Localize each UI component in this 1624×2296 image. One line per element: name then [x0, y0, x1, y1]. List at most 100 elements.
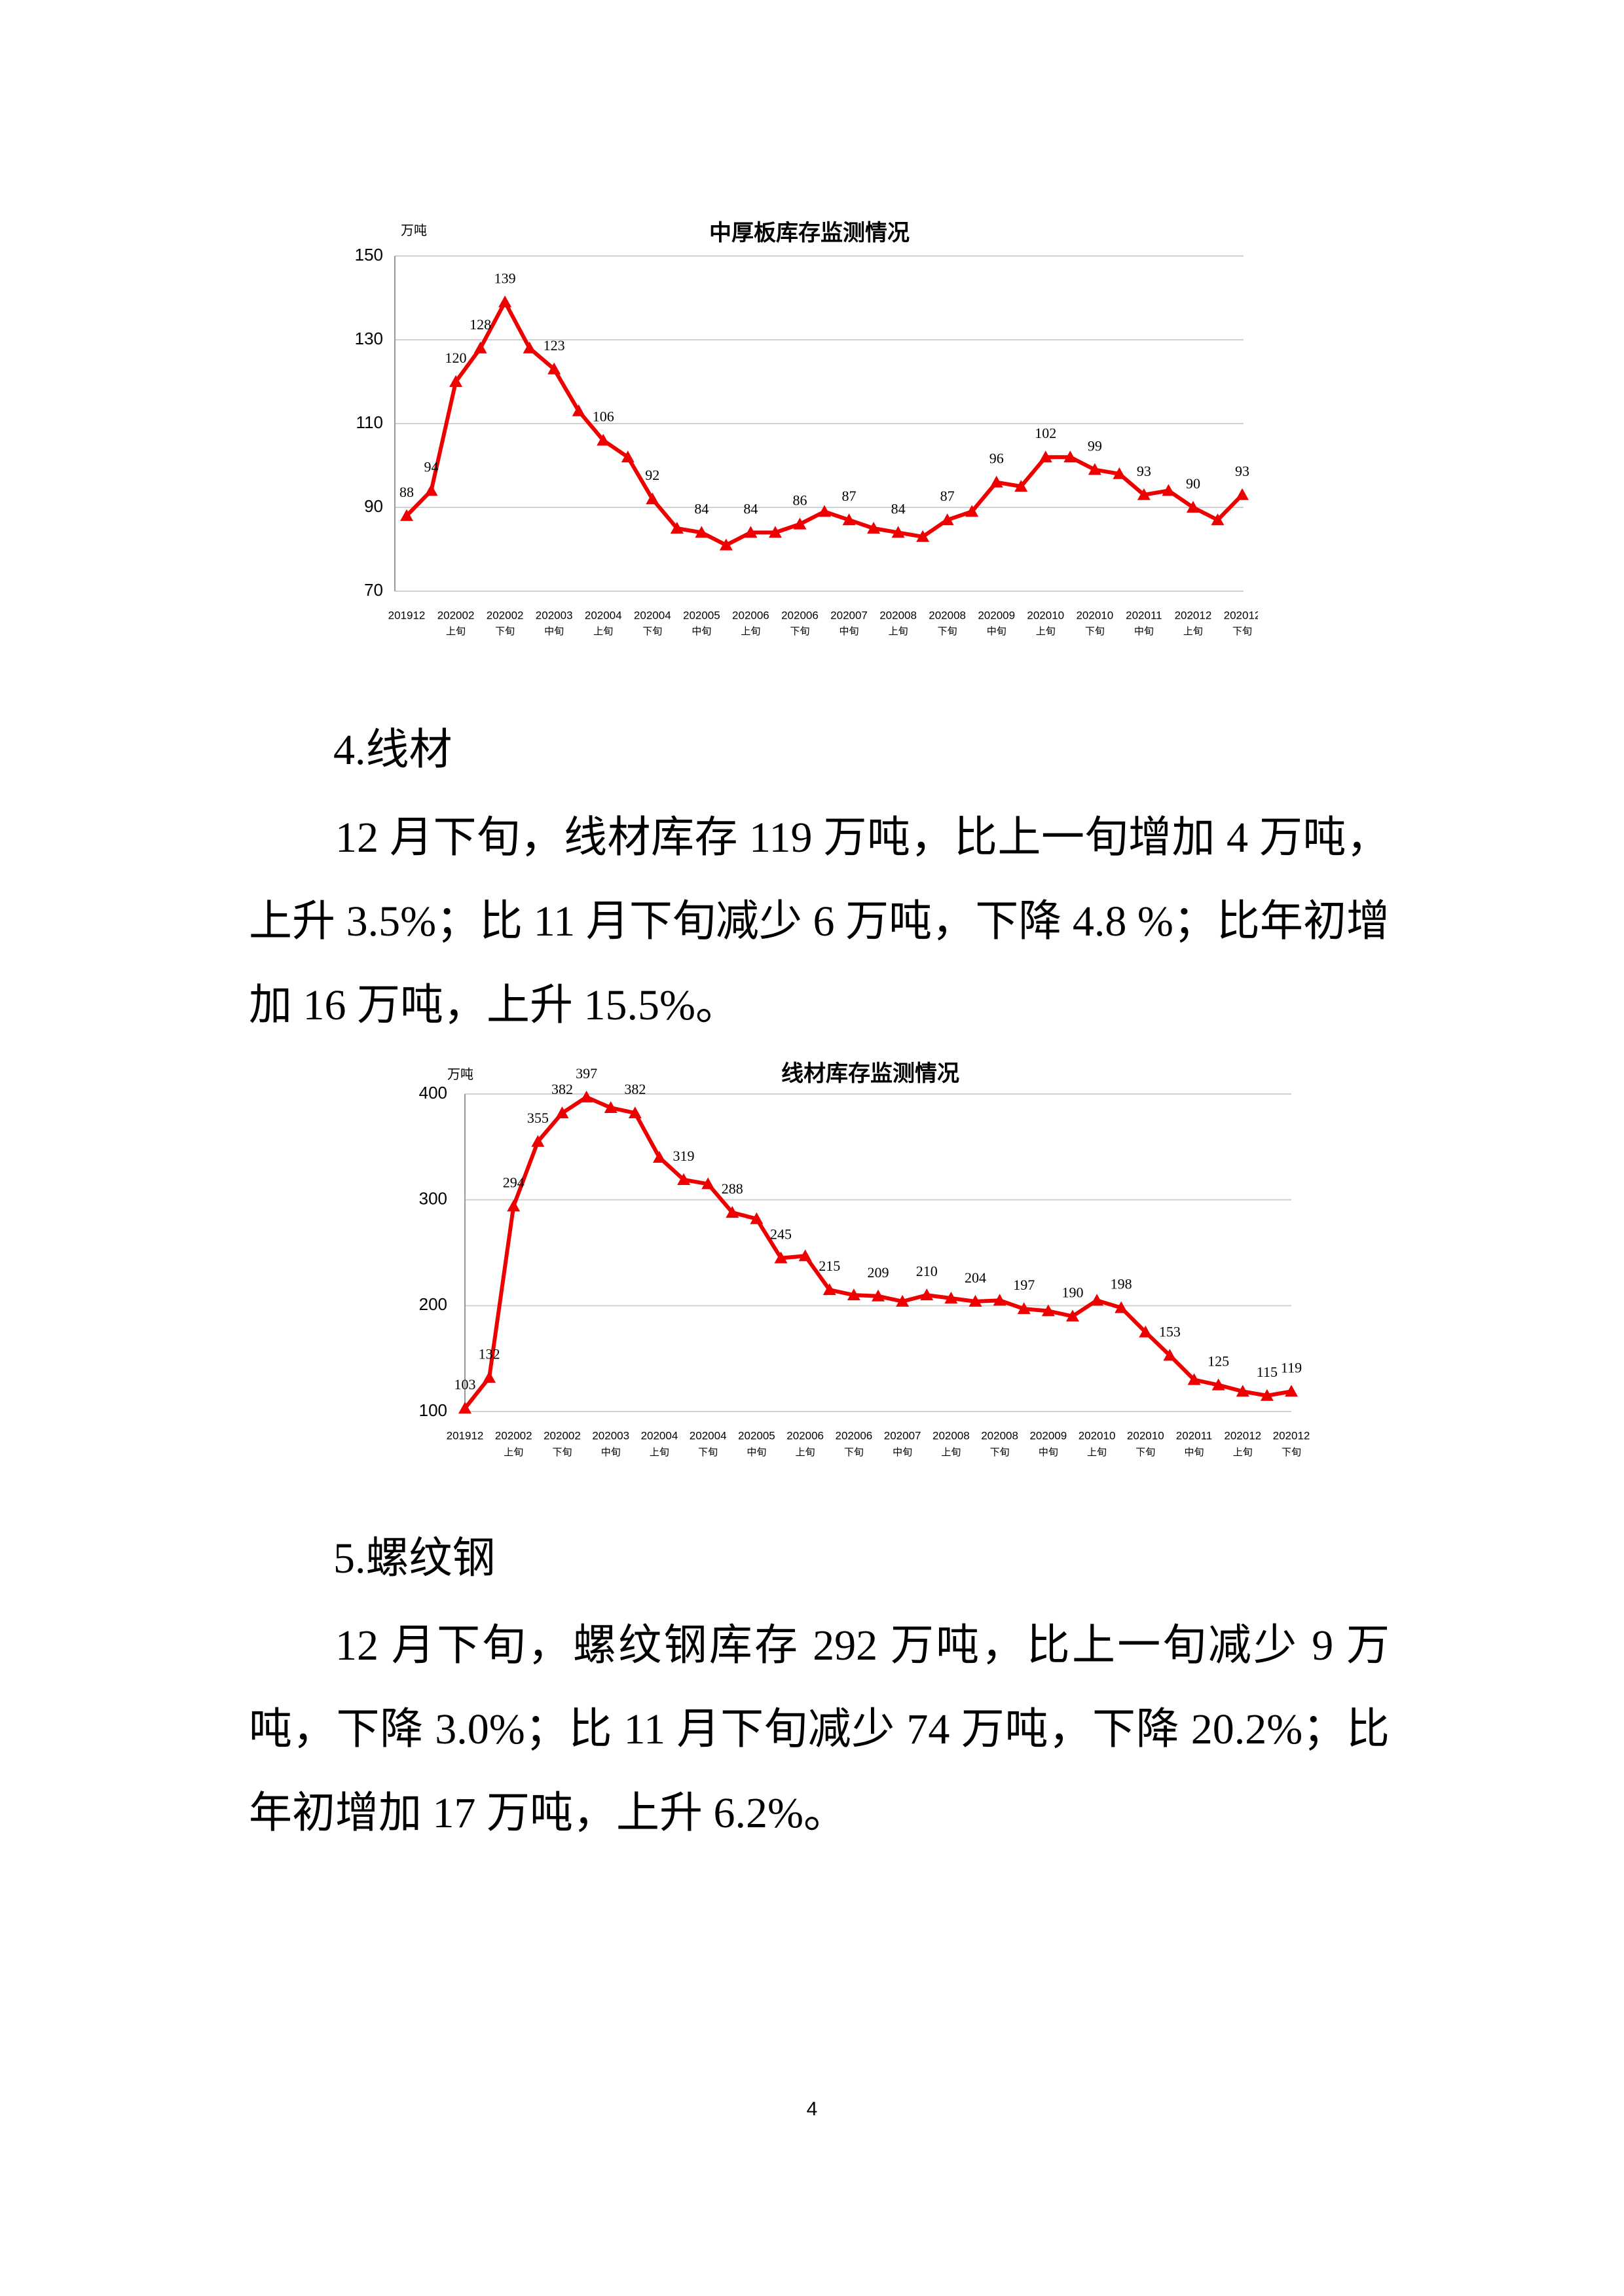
- data-point: [798, 1249, 812, 1262]
- page-number: 4: [806, 2098, 818, 2120]
- data-label: 119: [1281, 1359, 1302, 1376]
- x-tick-label: 202012: [1273, 1429, 1310, 1442]
- data-point: [1088, 463, 1101, 475]
- x-tick-sublabel: 中旬: [987, 626, 1006, 637]
- data-point: [498, 295, 512, 308]
- data-point: [1065, 1309, 1079, 1322]
- data-label: 245: [770, 1226, 792, 1243]
- x-tick-sublabel: 下旬: [938, 626, 957, 637]
- data-point: [458, 1402, 471, 1414]
- data-point: [847, 1288, 860, 1301]
- y-tick-label: 400: [419, 1083, 447, 1102]
- chart: 中厚板库存监测情况 万吨 70 90 110 130 150 201912 202002 上旬 20…: [355, 221, 1258, 637]
- data-point: [822, 1283, 836, 1296]
- x-tick-label: 202006: [781, 609, 819, 621]
- data-point: [604, 1101, 618, 1114]
- x-tick-label: 202003: [592, 1429, 629, 1442]
- x-tick-label: 202005: [683, 609, 720, 621]
- data-label: 88: [399, 484, 414, 500]
- x-tick-label: 202012: [1175, 609, 1212, 621]
- x-tick-sublabel: 上旬: [1036, 626, 1056, 637]
- data-point: [701, 1177, 715, 1190]
- data-point: [555, 1106, 569, 1119]
- x-tick-sublabel: 上旬: [1183, 626, 1203, 637]
- data-point: [940, 513, 954, 526]
- x-tick-label: 202004: [641, 1429, 678, 1442]
- data-point: [621, 450, 635, 463]
- x-tick-sublabel: 下旬: [642, 626, 662, 637]
- x-tick-sublabel: 上旬: [593, 626, 613, 637]
- x-tick-sublabel: 下旬: [698, 1447, 718, 1458]
- data-label: 139: [494, 270, 516, 286]
- data-point: [1115, 1301, 1128, 1313]
- data-label: 92: [645, 467, 659, 483]
- data-point: [628, 1106, 642, 1119]
- chart-title: 中厚板库存监测情况: [709, 221, 910, 246]
- y-tick-label: 200: [419, 1294, 447, 1314]
- x-tick-label: 202002: [487, 609, 524, 621]
- x-tick-sublabel: 中旬: [1185, 1447, 1204, 1458]
- data-label: 94: [424, 458, 439, 475]
- x-tick-sublabel: 上旬: [796, 1447, 815, 1458]
- x-tick-label: 202002: [495, 1429, 532, 1442]
- data-point: [400, 509, 413, 521]
- x-tick-label: 202008: [879, 609, 917, 621]
- paragraph: 12 月下旬，线材库存 119 万吨，比上一旬增加 4 万吨，上升 3.5%；比…: [249, 814, 1390, 1029]
- data-point: [1162, 484, 1175, 496]
- data-label: 209: [868, 1264, 889, 1281]
- data-point: [1139, 1325, 1153, 1338]
- data-point: [1236, 1385, 1249, 1397]
- data-label: 382: [624, 1081, 646, 1097]
- data-point: [872, 1289, 885, 1302]
- data-point: [424, 484, 438, 496]
- x-tick-sublabel: 中旬: [840, 626, 859, 637]
- data-point: [818, 505, 831, 517]
- data-label: 102: [1035, 425, 1056, 441]
- data-point: [652, 1151, 666, 1163]
- data-label: 106: [593, 409, 614, 425]
- data-point: [944, 1292, 958, 1304]
- data-point: [1186, 501, 1200, 513]
- data-point: [1017, 1302, 1031, 1315]
- x-tick-label: 202008: [981, 1429, 1018, 1442]
- x-tick-sublabel: 上旬: [889, 626, 908, 637]
- x-tick-label: 201912: [388, 609, 426, 621]
- data-label: 115: [1257, 1364, 1278, 1380]
- x-tick-sublabel: 下旬: [1232, 626, 1252, 637]
- data-label: 190: [1061, 1285, 1083, 1301]
- data-label: 128: [470, 316, 491, 333]
- data-label: 123: [544, 337, 565, 354]
- x-tick-label: 202003: [536, 609, 573, 621]
- data-label: 86: [792, 492, 807, 509]
- data-label: 99: [1088, 437, 1102, 454]
- x-tick-sublabel: 中旬: [601, 1447, 621, 1458]
- data-point: [793, 517, 807, 530]
- data-label: 84: [891, 500, 906, 517]
- data-label: 153: [1159, 1323, 1181, 1339]
- data-point: [1039, 450, 1052, 463]
- data-label: 198: [1111, 1276, 1132, 1292]
- data-point: [531, 1135, 545, 1147]
- data-point: [969, 1294, 982, 1307]
- paragraph: 12 月下旬，螺纹钢库存 292 万吨，比上一旬减少 9 万吨，下降 3.0%；…: [249, 1622, 1390, 1837]
- data-point: [547, 362, 561, 374]
- x-tick-sublabel: 下旬: [1135, 1447, 1155, 1458]
- data-label: 382: [551, 1081, 573, 1097]
- data-point: [1260, 1389, 1274, 1401]
- x-tick-label: 202010: [1076, 609, 1113, 621]
- x-tick-label: 202012: [1224, 1429, 1261, 1442]
- x-tick-sublabel: 上旬: [504, 1447, 523, 1458]
- y-tick-label: 70: [364, 580, 383, 600]
- data-label: 288: [722, 1180, 743, 1197]
- data-label: 197: [1013, 1277, 1035, 1293]
- x-tick-sublabel: 中旬: [544, 626, 564, 637]
- data-label: 84: [694, 500, 709, 517]
- section-heading: 4.线材: [333, 726, 452, 774]
- data-point: [1041, 1304, 1055, 1317]
- data-point: [1236, 488, 1249, 500]
- x-tick-sublabel: 下旬: [1282, 1447, 1301, 1458]
- x-tick-label: 202009: [978, 609, 1015, 621]
- section-heading: 5.螺纹钢: [333, 1535, 496, 1582]
- data-point: [1137, 488, 1151, 500]
- data-point: [989, 475, 1003, 488]
